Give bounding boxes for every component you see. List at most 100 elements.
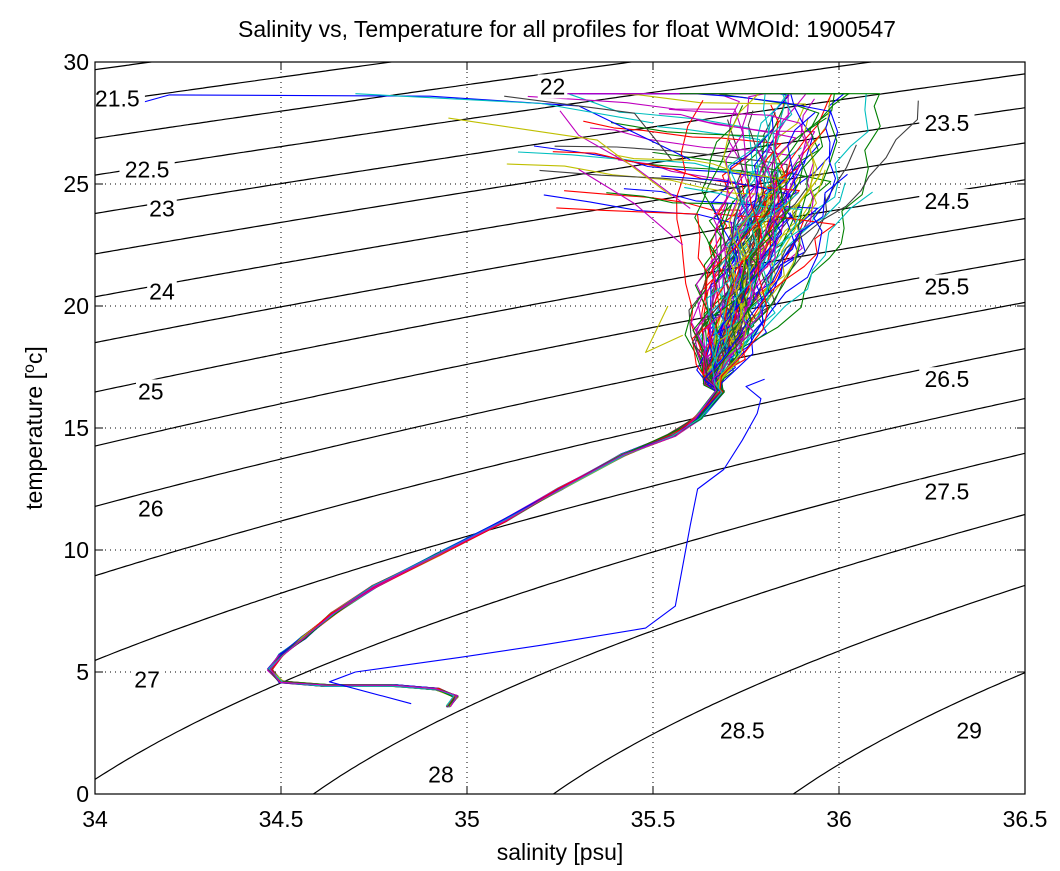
profile-trace (269, 151, 776, 707)
contour-label-bg (89, 86, 145, 111)
profile-trace (268, 128, 827, 707)
contour-label-bg (954, 718, 984, 743)
density-contour (552, 584, 1025, 794)
profile-trace (271, 190, 747, 707)
density-contour (95, 397, 1025, 661)
contour-label-bg (537, 74, 568, 99)
profile-trace (645, 305, 684, 353)
profile-trace (268, 183, 772, 707)
contour-label: 25 (138, 378, 164, 404)
y-tick-label: 25 (63, 171, 89, 197)
profile-trace (269, 173, 787, 707)
contour-label: 29 (956, 718, 982, 744)
y-tick-label: 0 (76, 781, 89, 807)
profile-trace (269, 139, 731, 706)
contour-label: 23 (149, 195, 175, 221)
profile-trace (267, 163, 777, 707)
profile-trace (267, 108, 807, 708)
profile-trace (270, 183, 775, 708)
y-axis-label-superscript: o (21, 364, 38, 373)
density-contour (95, 179, 1025, 344)
profile-trace (270, 174, 821, 707)
axis-ticks: 34 34.5 35 35.5 36 36.5 0 5 10 15 20 25 30 (63, 49, 1047, 832)
contour-label-bg (119, 157, 175, 182)
y-tick-label: 30 (63, 49, 89, 75)
profile-trace (267, 93, 850, 707)
contour-label: 27.5 (924, 478, 969, 504)
contour-label-bg (132, 667, 162, 692)
y-tick-label: 20 (63, 293, 89, 319)
density-contour-labels: 21.5 22 22.5 23 23.5 24 24.5 25 25.5 26 26.5 27 27.5… (89, 73, 984, 787)
profile-trace (268, 138, 794, 707)
profile-trace (578, 168, 684, 246)
contour-label: 28 (428, 761, 454, 787)
density-contour (792, 672, 1025, 794)
x-tick-label: 34.5 (259, 806, 304, 832)
contour-label: 26.5 (924, 366, 969, 392)
profile-trace (271, 204, 778, 706)
profile-trace (270, 197, 757, 707)
x-tick-label: 35.5 (631, 806, 676, 832)
profile-trace (271, 122, 766, 707)
profile-trace (267, 147, 802, 708)
density-contour (95, 258, 1025, 447)
profile-trace (270, 212, 801, 708)
density-contour (95, 62, 636, 140)
profile-trace (268, 93, 766, 707)
profile-trace (270, 93, 850, 707)
contour-label-bg (147, 196, 177, 221)
profile-trace (559, 110, 691, 209)
contour-label: 28.5 (720, 718, 765, 744)
density-contours (95, 62, 1025, 794)
density-contour (95, 62, 396, 104)
contour-label-bg (426, 762, 456, 787)
profile-trace (267, 170, 781, 708)
contour-label-bg (919, 189, 975, 214)
profile-trace (268, 93, 881, 708)
contour-label: 22 (540, 73, 566, 99)
density-contour (95, 62, 876, 176)
profile-trace (268, 200, 734, 708)
y-tick-label: 15 (63, 415, 89, 441)
profile-trace (267, 209, 756, 708)
profile-trace (270, 179, 764, 707)
contour-label-bg (919, 479, 975, 504)
profile-trace (504, 95, 673, 160)
profile-trace (271, 187, 808, 707)
y-axis-label: temperature [oc] (21, 346, 48, 510)
density-contour (312, 513, 1025, 794)
profile-trace (268, 186, 803, 707)
profile-trace (267, 146, 773, 707)
profile-trace (270, 191, 873, 707)
contour-label-bg (714, 718, 770, 743)
grid-lines (95, 62, 1025, 794)
contour-label-bg (919, 367, 975, 392)
profile-trace (267, 119, 816, 707)
profile-trace (267, 194, 738, 707)
contour-label-bg (919, 274, 975, 299)
x-tick-label: 34 (82, 806, 108, 832)
profile-trace (270, 163, 783, 708)
density-contour (95, 107, 1025, 255)
profile-trace (269, 119, 748, 706)
ts-profiles (120, 93, 919, 708)
profile-trace (355, 93, 654, 124)
contour-label: 27 (134, 666, 160, 692)
density-contour (95, 301, 1025, 507)
profile-trace (267, 207, 781, 708)
profile-trace (270, 208, 755, 708)
profile-trace (267, 175, 787, 708)
contour-label: 21.5 (95, 86, 140, 112)
density-contour (95, 73, 1025, 215)
y-axis-label-unit: c] (21, 346, 47, 364)
contour-label-bg (136, 379, 166, 404)
contour-label: 25.5 (924, 273, 969, 299)
profile-trace (270, 164, 800, 707)
profile-trace (268, 224, 757, 706)
profile-trace (270, 93, 764, 706)
contour-label: 26 (138, 496, 164, 522)
density-contour (95, 142, 1025, 298)
contour-label: 23.5 (924, 110, 969, 136)
x-tick-label: 36.5 (1003, 806, 1048, 832)
